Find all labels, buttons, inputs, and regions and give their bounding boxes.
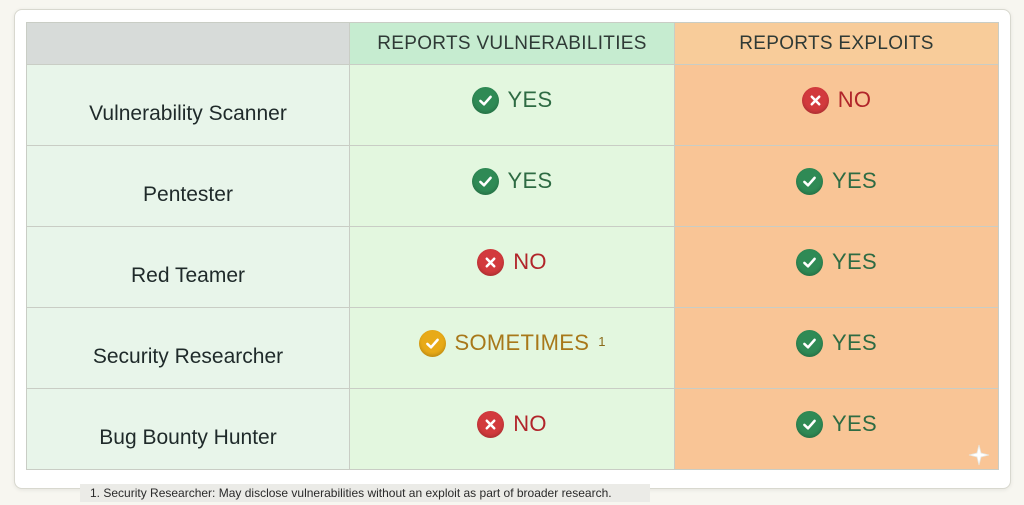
check-circle-icon (796, 410, 824, 438)
verdict: NO (477, 410, 547, 438)
check-circle-icon (796, 167, 824, 195)
check-circle-icon (796, 329, 824, 357)
table-row: Security Researcher SOMETIMES 1 YES (26, 307, 999, 389)
role-name: Security Researcher (92, 345, 284, 368)
x-circle-icon (801, 86, 829, 114)
footnote: 1. Security Researcher: May disclose vul… (80, 484, 650, 502)
verdict-label: SOMETIMES (454, 330, 590, 355)
role-name-cell: Pentester (26, 145, 350, 227)
reports-vulnerabilities-cell: NO (349, 226, 675, 308)
reports-vulnerabilities-cell: NO (349, 388, 675, 470)
role-name-cell: Security Researcher (26, 307, 350, 389)
header-corner (26, 22, 350, 65)
verdict-label: YES (832, 249, 877, 274)
verdict: YES (471, 86, 553, 114)
role-name: Bug Bounty Hunter (99, 426, 277, 449)
reports-exploits-cell: YES (674, 226, 999, 308)
table-row: Bug Bounty Hunter NO YES (26, 388, 999, 470)
table-row: Pentester YES YES (26, 145, 999, 227)
role-name: Vulnerability Scanner (89, 102, 287, 125)
verdict: YES (796, 410, 877, 438)
check-circle-icon (471, 86, 499, 114)
role-name: Red Teamer (130, 264, 245, 287)
verdict-label: YES (832, 168, 877, 193)
sparkle-icon (968, 444, 990, 466)
header-row: REPORTS VULNERABILITIES REPORTS EXPLOITS (26, 22, 999, 65)
verdict-label: YES (507, 168, 553, 193)
verdict: YES (796, 248, 877, 276)
check-circle-icon (418, 329, 446, 357)
reports-exploits-cell: NO (674, 64, 999, 146)
verdict-label: YES (832, 411, 877, 436)
verdict: YES (796, 167, 877, 195)
x-circle-icon (477, 248, 505, 276)
role-name-cell: Vulnerability Scanner (26, 64, 350, 146)
reports-vulnerabilities-cell: YES (349, 145, 675, 227)
verdict: NO (801, 86, 872, 114)
reports-exploits-cell: YES (674, 145, 999, 227)
reports-vulnerabilities-cell: YES (349, 64, 675, 146)
reports-exploits-cell: YES (674, 388, 999, 470)
verdict-label: YES (507, 87, 553, 112)
role-comparison-table: REPORTS VULNERABILITIES REPORTS EXPLOITS… (26, 22, 999, 470)
verdict: NO (477, 248, 547, 276)
check-circle-icon (471, 167, 499, 195)
verdict: YES (796, 329, 877, 357)
reports-vulnerabilities-cell: SOMETIMES 1 (349, 307, 675, 389)
header-reports-exploits: REPORTS EXPLOITS (674, 22, 999, 65)
verdict: YES (471, 167, 553, 195)
verdict: SOMETIMES 1 (418, 329, 606, 357)
verdict-label: NO (513, 411, 547, 436)
verdict-label: NO (837, 87, 872, 112)
footnote-marker: 1 (598, 333, 606, 349)
role-name-cell: Red Teamer (26, 226, 350, 308)
reports-exploits-cell: YES (674, 307, 999, 389)
role-name-cell: Bug Bounty Hunter (26, 388, 350, 470)
verdict-label: NO (513, 249, 547, 274)
header-reports-vulnerabilities: REPORTS VULNERABILITIES (349, 22, 675, 65)
x-circle-icon (477, 410, 505, 438)
table-row: Vulnerability Scanner YES NO (26, 64, 999, 146)
role-name: Pentester (143, 183, 233, 206)
verdict-label: YES (832, 330, 877, 355)
check-circle-icon (796, 248, 824, 276)
table-row: Red Teamer NO YES (26, 226, 999, 308)
